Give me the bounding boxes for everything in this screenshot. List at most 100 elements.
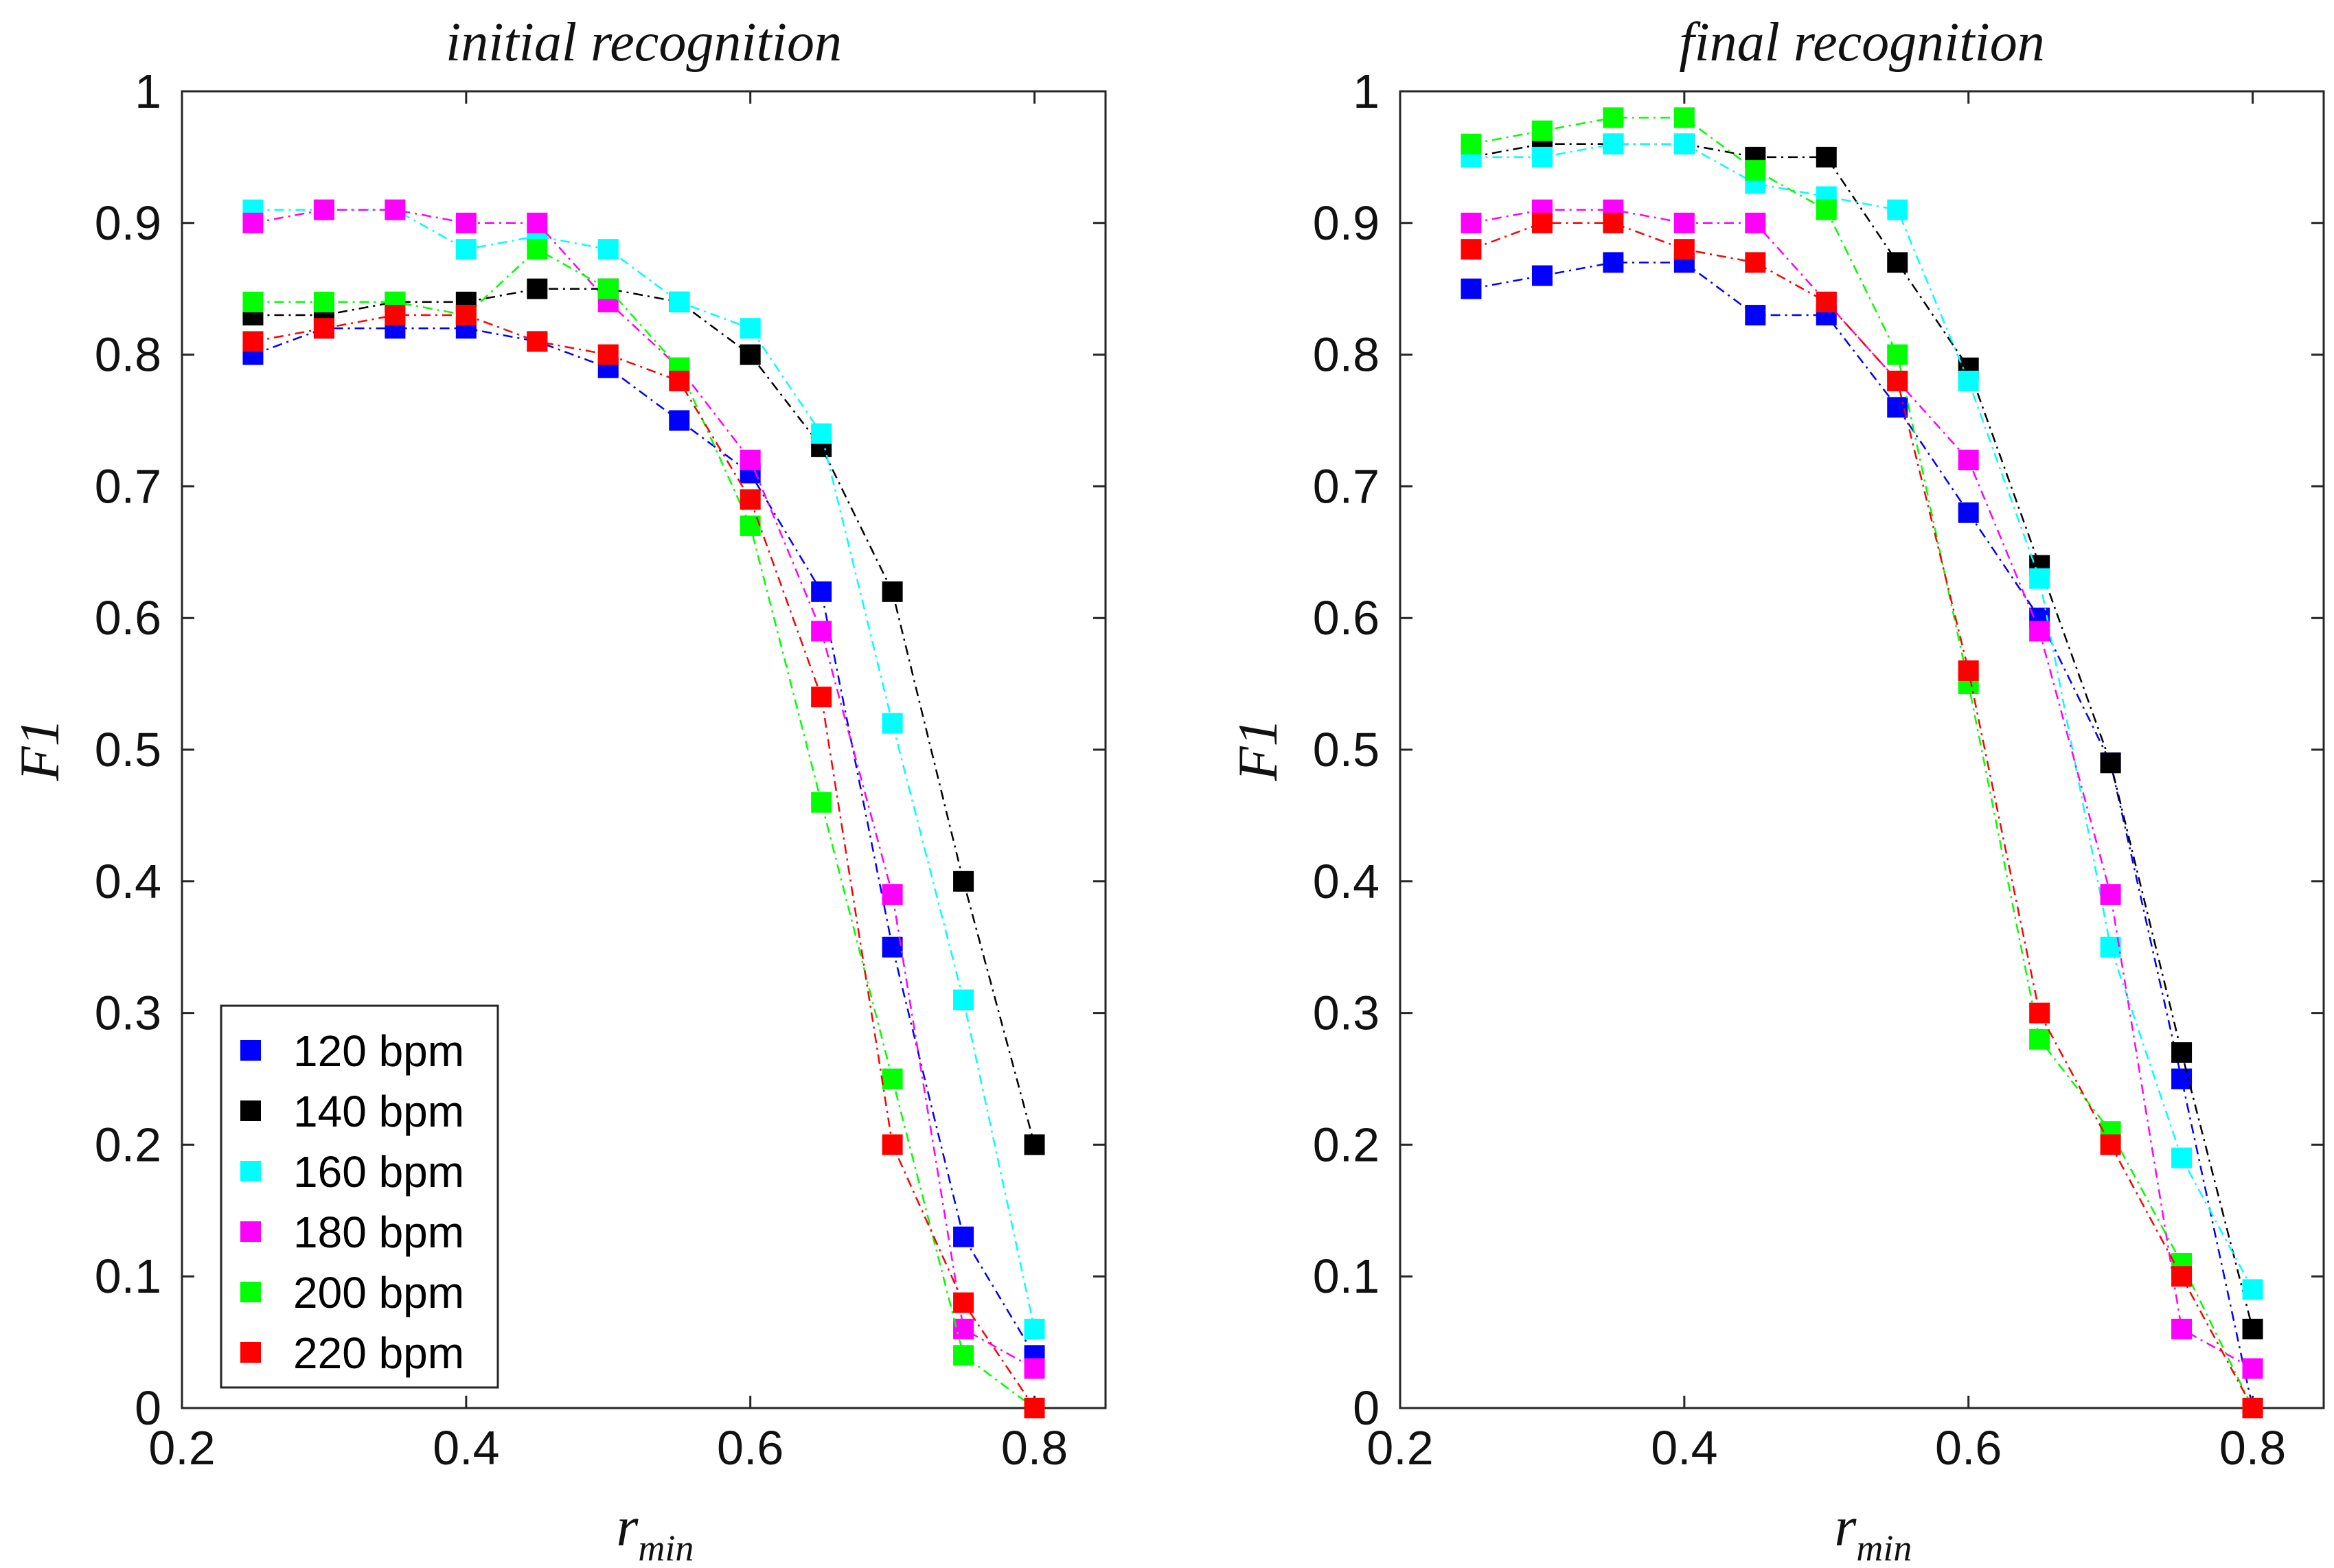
- data-point: [1531, 212, 1553, 233]
- data-point: [527, 212, 548, 233]
- data-point: [1887, 344, 1908, 365]
- chart-title: final recognition: [1679, 12, 2045, 73]
- data-point: [527, 331, 548, 352]
- y-tick-label: 0.6: [95, 591, 161, 645]
- data-point: [527, 239, 548, 260]
- y-tick-label: 0.1: [1313, 1249, 1380, 1303]
- data-point: [2171, 1147, 2193, 1168]
- data-point: [313, 291, 334, 312]
- data-point: [242, 331, 264, 352]
- series-line: [253, 314, 1036, 1409]
- data-point: [1531, 146, 1553, 168]
- data-point: [385, 199, 406, 220]
- data-point: [953, 1292, 974, 1313]
- data-point: [1531, 120, 1553, 141]
- y-tick-label: 0.2: [95, 1118, 161, 1171]
- data-point: [2029, 621, 2050, 642]
- data-point: [2100, 1134, 2121, 1155]
- data-point: [1958, 502, 1979, 523]
- data-point: [1603, 107, 1624, 128]
- data-point: [811, 621, 832, 642]
- series-220-bpm: [242, 305, 1045, 1418]
- legend-swatch: [240, 1100, 261, 1121]
- data-point: [2171, 1266, 2193, 1287]
- series-line: [1471, 222, 2254, 1409]
- data-point: [1603, 252, 1624, 273]
- data-point: [313, 199, 334, 220]
- series-160-bpm: [1461, 133, 2263, 1300]
- data-point: [1603, 212, 1624, 233]
- x-tick-label: 0.2: [1366, 1421, 1433, 1475]
- legend-swatch: [240, 1221, 261, 1242]
- data-point: [2100, 752, 2121, 774]
- y-tick-label: 1: [1353, 65, 1380, 118]
- data-point: [1024, 1398, 1045, 1418]
- data-point: [1887, 397, 1908, 418]
- y-tick-label: 0.3: [1313, 987, 1380, 1040]
- data-point: [882, 1134, 903, 1155]
- data-point: [811, 687, 832, 708]
- data-point: [1745, 252, 1766, 273]
- y-tick-label: 0.7: [1313, 459, 1380, 513]
- y-tick-label: 0.4: [95, 855, 161, 908]
- x-axis-label-subscript: min: [638, 1527, 694, 1568]
- y-tick-label: 0.5: [1313, 723, 1380, 776]
- series-line: [253, 209, 1036, 1370]
- plot-area-frame: [1399, 90, 2325, 1409]
- data-point: [1461, 133, 1482, 154]
- data-point: [385, 305, 406, 326]
- data-point: [1887, 252, 1908, 273]
- legend-swatch: [240, 1342, 261, 1363]
- data-point: [1673, 212, 1695, 233]
- series-line: [1471, 143, 2254, 1330]
- data-point: [242, 291, 264, 312]
- y-tick-label: 0.5: [95, 723, 161, 776]
- y-tick-label: 0.3: [95, 987, 161, 1040]
- data-point: [1603, 133, 1624, 154]
- legend-label: 120 bpm: [293, 1026, 464, 1076]
- data-point: [953, 989, 974, 1011]
- data-point: [2029, 1028, 2050, 1050]
- series-line: [1471, 117, 2254, 1409]
- y-tick-label: 0.2: [1313, 1118, 1380, 1171]
- data-point: [2171, 1318, 2193, 1339]
- data-point: [1745, 305, 1766, 326]
- legend-swatch: [240, 1040, 261, 1061]
- legend-item: 200 bpm: [240, 1268, 464, 1317]
- legend-box: [220, 1004, 499, 1389]
- legend-item: 160 bpm: [240, 1147, 464, 1197]
- data-point: [740, 489, 761, 510]
- y-tick-label: 0.6: [1313, 591, 1380, 645]
- y-tick-label: 0.9: [95, 196, 161, 250]
- x-tick-label: 0.4: [1651, 1421, 1717, 1475]
- y-tick-label: 0.8: [95, 328, 161, 382]
- data-point: [597, 239, 619, 260]
- data-point: [740, 344, 761, 365]
- data-point: [953, 1318, 974, 1339]
- data-point: [1887, 199, 1908, 220]
- series-line: [253, 248, 1036, 1409]
- x-tick-label: 0.8: [2219, 1421, 2286, 1475]
- data-point: [811, 423, 832, 444]
- data-point: [242, 212, 264, 233]
- data-point: [2242, 1398, 2263, 1418]
- x-axis-label-subscript: min: [1856, 1527, 1912, 1568]
- series-200-bpm: [1461, 107, 2263, 1418]
- series-180-bpm: [1461, 199, 2263, 1379]
- data-point: [2242, 1358, 2263, 1379]
- chart-title: initial recognition: [446, 12, 842, 73]
- legend-item: 220 bpm: [240, 1328, 464, 1378]
- series-line: [253, 288, 1036, 1145]
- legend-swatch: [240, 1282, 261, 1302]
- series-line: [1471, 209, 2254, 1370]
- data-point: [1816, 291, 1837, 312]
- legend-label: 140 bpm: [293, 1087, 464, 1136]
- data-point: [1531, 265, 1553, 286]
- data-point: [953, 1226, 974, 1247]
- x-axis-label: rmin: [1835, 1495, 1912, 1568]
- y-tick-label: 0.7: [95, 459, 161, 513]
- legend: 120 bpm 140 bpm 160 bpm 180 bpm 200 bpm 220 b…: [220, 1004, 499, 1389]
- chart-panel-1: initial recognition 0 0.1 0.2 0.3 0.4 0.5 0.6 0.…: [8, 12, 1107, 1568]
- data-point: [882, 581, 903, 602]
